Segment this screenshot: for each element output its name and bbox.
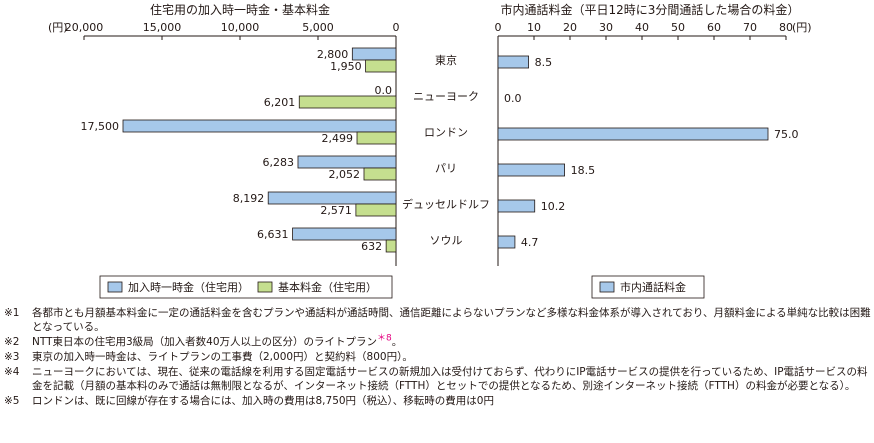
footnote-mark: ※5	[4, 395, 20, 407]
footnote: ※5 ロンドンは、既に回線が存在する場合には、加入時の費用は8,750円（税込）…	[4, 394, 872, 408]
right-x-tick-label: 80	[779, 21, 793, 34]
left-x-tick-label: 20,000	[65, 21, 104, 34]
footnote-mark: ※3	[4, 351, 20, 363]
right-bar	[497, 55, 530, 69]
left-chart-title: 住宅用の加入時一時金・基本料金	[150, 2, 330, 17]
right-x-tick-label: 50	[671, 21, 685, 34]
left-bar	[351, 47, 397, 61]
category-label: ソウル	[430, 234, 463, 247]
left-bar	[363, 167, 397, 181]
right-bar-value-label: 4.7	[521, 236, 539, 249]
left-bar-value-label: 632	[361, 240, 382, 253]
right-bar	[497, 235, 516, 249]
footnote-text: ロンドンは、既に回線が存在する場合には、加入時の費用は8,750円（税込）、移転…	[32, 395, 494, 407]
right-bar-value-label: 10.2	[541, 200, 566, 213]
left-bar	[297, 155, 397, 169]
right-legend-box	[591, 275, 705, 299]
right-x-tick-label: 10	[527, 21, 541, 34]
footnotes: ※1 各都市とも月額基本料金に一定の通話料金を含むプランや通話料が通話時間、通信…	[4, 306, 872, 409]
left-bar-value-label: 8,192	[233, 192, 265, 205]
footnote-reference-link[interactable]: ＊8	[377, 333, 392, 344]
legend-swatch	[599, 281, 615, 293]
category-label: ロンドン	[424, 126, 468, 139]
footnote-mark: ※2	[4, 336, 20, 348]
left-bar-value-label: 0.0	[375, 84, 393, 97]
left-bar-value-label: 2,800	[317, 48, 349, 61]
right-chart-title: 市内通話料金（平日12時に3分間通話した場合の料金）	[501, 2, 800, 17]
left-bar	[385, 239, 397, 253]
left-unit-label: (円)	[48, 21, 68, 34]
chart-area: 住宅用の加入時一時金・基本料金 20,000 15,000 10,000 5,000 0 (…	[48, 2, 812, 299]
category-label: 東京	[435, 53, 457, 67]
legend-label: 加入時一時金（住宅用）	[128, 280, 249, 294]
footnote-text: 各都市とも月額基本料金に一定の通話料金を含むプランや通話料が通話時間、通信距離に…	[32, 307, 871, 333]
right-bar-value-label: 0.0	[504, 92, 522, 105]
left-x-tick-label: 5,000	[302, 21, 334, 34]
left-bar	[356, 131, 397, 145]
footnote-mark: ※1	[4, 307, 20, 319]
left-bar	[355, 203, 397, 217]
left-bar-value-label: 17,500	[81, 120, 120, 133]
footnote-text: ニューヨークにおいては、現在、従来の電話線を利用する固定電話サービスの新規加入は…	[32, 366, 868, 392]
left-x-tick-label: 15,000	[143, 21, 182, 34]
footnote: ※4 ニューヨークにおいては、現在、従来の電話線を利用する固定電話サービスの新規…	[4, 365, 872, 393]
right-x-tick-label: 60	[707, 21, 721, 34]
left-bar	[122, 119, 397, 133]
left-bar	[292, 227, 397, 241]
legend-label: 市内通話料金	[620, 280, 686, 294]
left-legend-box	[99, 275, 393, 299]
footnote-text: NTT東日本の住宅用3級局（加入者数40万人以上の区分）のライトプラン	[32, 336, 378, 348]
footnote: ※3 東京の加入時一時金は、ライトプランの工事費（2,000円）と契約料（800…	[4, 350, 872, 364]
right-x-tick-label: 0	[495, 21, 502, 34]
left-bar-value-label: 1,950	[330, 60, 362, 73]
left-bar-value-label: 2,499	[322, 132, 354, 145]
left-bar	[298, 95, 397, 109]
category-label: パリ	[435, 162, 457, 175]
footnote: ※1 各都市とも月額基本料金に一定の通話料金を含むプランや通話料が通話時間、通信…	[4, 306, 872, 334]
footnote-text: 東京の加入時一時金は、ライトプランの工事費（2,000円）と契約料（800円）。	[32, 351, 413, 363]
right-bar	[497, 127, 769, 141]
left-x-tick-label: 10,000	[221, 21, 260, 34]
footnote-mark: ※4	[4, 366, 20, 378]
left-bar-value-label: 2,052	[328, 168, 360, 181]
left-bar-value-label: 6,631	[257, 228, 289, 241]
category-label: デュッセルドルフ	[402, 197, 490, 211]
left-bar	[267, 191, 397, 205]
right-x-tick-label: 30	[599, 21, 613, 34]
category-label: ニューヨーク	[413, 90, 479, 103]
right-bar	[497, 163, 565, 177]
footnote: ※2 NTT東日本の住宅用3級局（加入者数40万人以上の区分）のライトプラン＊8…	[4, 333, 872, 349]
right-bar-value-label: 18.5	[571, 164, 596, 177]
legend-swatch	[107, 281, 123, 293]
left-bar	[365, 59, 397, 73]
right-unit-label: (円)	[792, 21, 812, 34]
right-x-tick-label: 20	[563, 21, 577, 34]
footnote-text-tail: 。	[391, 336, 403, 348]
right-bar-value-label: 75.0	[774, 128, 799, 141]
left-bar-value-label: 6,283	[262, 156, 294, 169]
left-x-tick-label: 0	[393, 21, 400, 34]
left-bar-value-label: 6,201	[264, 96, 296, 109]
right-bar	[497, 199, 536, 213]
left-bar-value-label: 2,571	[320, 204, 352, 217]
right-bar-value-label: 8.5	[535, 56, 553, 69]
legend-label: 基本料金（住宅用）	[278, 280, 377, 294]
legend-swatch	[257, 281, 273, 293]
right-x-tick-label: 70	[743, 21, 757, 34]
right-x-tick-label: 40	[635, 21, 649, 34]
